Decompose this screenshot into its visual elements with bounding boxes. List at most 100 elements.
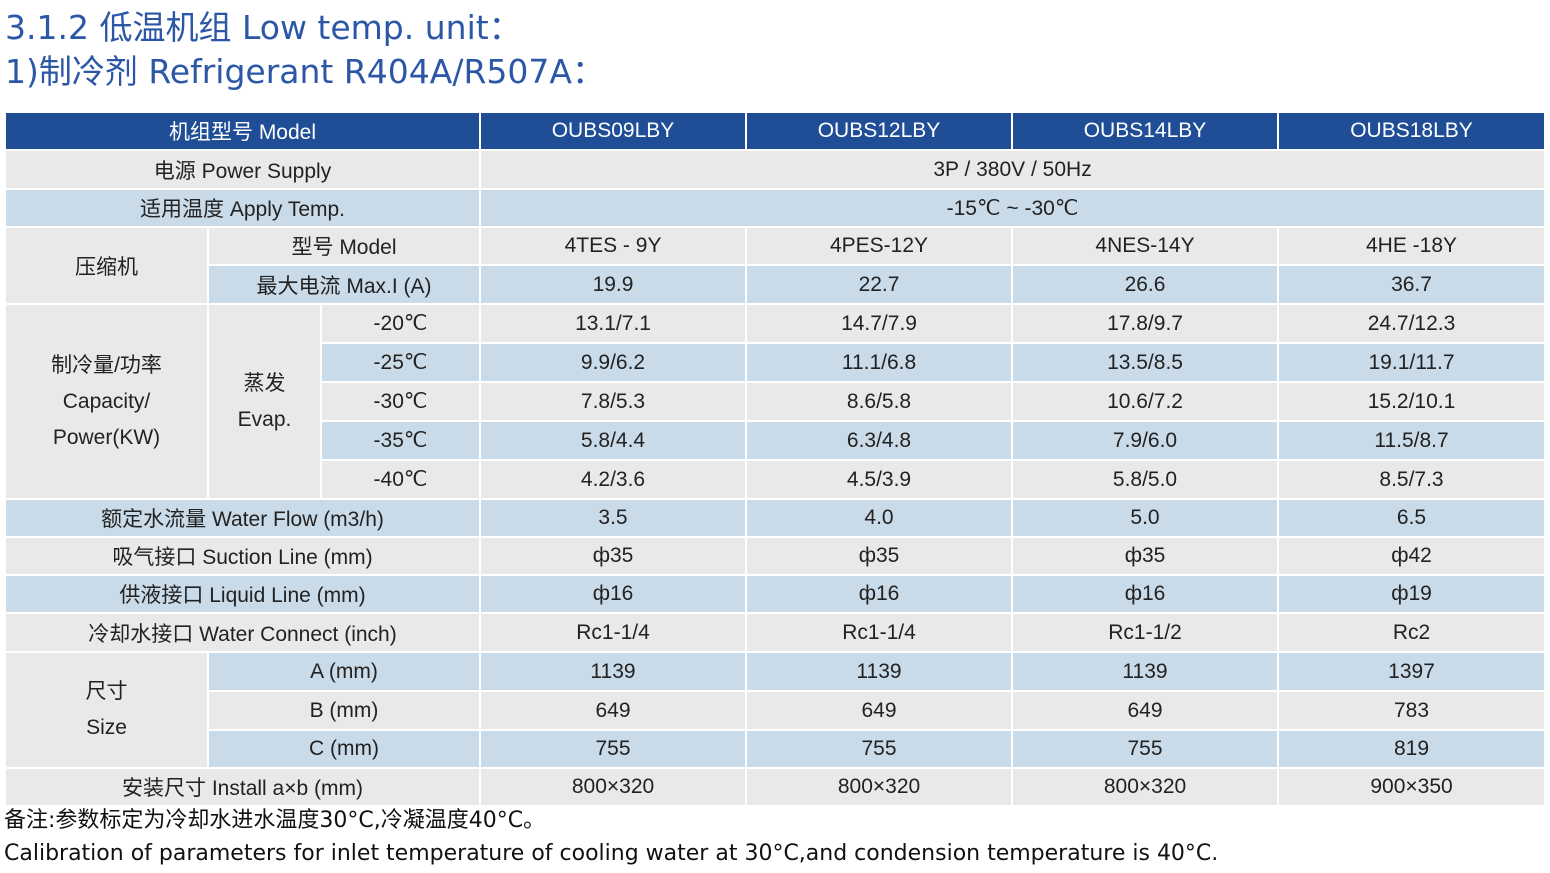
- table-cell: 755: [745, 729, 1014, 769]
- table-cell: ф35: [745, 536, 1014, 576]
- table-cell: 22.7: [745, 264, 1014, 305]
- model-column-header: OUBS14LBY: [1011, 111, 1280, 151]
- table-cell: 4.5/3.9: [745, 459, 1014, 500]
- table-cell: 4NES-14Y: [1011, 226, 1280, 266]
- table-cell: 900×350: [1277, 767, 1547, 807]
- power-supply-row: 电源 Power Supply 3P / 380V / 50Hz: [3, 149, 1547, 190]
- size-row: B (mm) 649 649 649 783: [5, 690, 1547, 731]
- evap-label-line: 蒸发: [243, 371, 286, 395]
- table-cell: 649: [1011, 690, 1280, 731]
- capacity-row: -35℃ 5.8/4.4 6.3/4.8 7.9/6.0 11.5/8.7: [5, 420, 1547, 461]
- compressor-label: 压缩机: [4, 226, 209, 305]
- suction-line-label: 吸气接口 Suction Line (mm): [3, 536, 482, 576]
- evap-temp: -30℃: [319, 381, 482, 422]
- table-cell: ф35: [1011, 536, 1280, 576]
- evap-temp: -20℃: [319, 303, 482, 344]
- table-cell: ф19: [1277, 574, 1547, 614]
- capacity-row: -25℃ 9.9/6.2 11.1/6.8 13.5/8.5 19.1/11.7: [5, 342, 1547, 383]
- capacity-label-line: Power(KW): [52, 425, 161, 449]
- size-label-line: Size: [86, 716, 127, 739]
- section-title: 3.1.2 低温机组 Low temp. unit：: [5, 8, 522, 47]
- capacity-row: -30℃ 7.8/5.3 8.6/5.8 10.6/7.2 15.2/10.1: [5, 381, 1547, 422]
- table-cell: 19.1/11.7: [1277, 342, 1547, 383]
- table-cell: 1397: [1277, 651, 1547, 692]
- capacity-label-line: 制冷量/功率: [51, 353, 162, 377]
- capacity-label: 制冷量/功率 Capacity/ Power(KW): [4, 303, 209, 500]
- table-cell: 783: [1277, 690, 1547, 731]
- size-dimension-label: C (mm): [206, 729, 482, 769]
- table-cell: 14.7/7.9: [745, 303, 1014, 344]
- table-cell: 17.8/9.7: [1011, 303, 1280, 344]
- evap-temp: -35℃: [319, 420, 482, 461]
- liquid-line-row: 供液接口 Liquid Line (mm) ф16 ф16 ф16 ф19: [3, 574, 1547, 614]
- table-cell: 4.0: [745, 498, 1014, 538]
- evap-temp: -25℃: [319, 342, 482, 383]
- table-cell: 755: [1011, 729, 1280, 769]
- table-cell: ф16: [1011, 574, 1280, 614]
- model-header: 机组型号 Model: [3, 111, 482, 151]
- apply-temp-row: 适用温度 Apply Temp. -15℃ ~ -30℃: [3, 188, 1547, 228]
- table-cell: 1139: [1011, 651, 1280, 692]
- table-cell: 13.1/7.1: [479, 303, 748, 344]
- table-cell: 13.5/8.5: [1011, 342, 1280, 383]
- water-flow-label: 额定水流量 Water Flow (m3/h): [3, 498, 482, 538]
- table-cell: 11.5/8.7: [1277, 420, 1547, 461]
- size-dimension-label: A (mm): [206, 651, 482, 692]
- size-row: C (mm) 755 755 755 819: [5, 729, 1547, 769]
- power-supply-label: 电源 Power Supply: [3, 149, 482, 190]
- capacity-row: 制冷量/功率 Capacity/ Power(KW) 蒸发 Evap. -20℃…: [4, 303, 1547, 500]
- size-label: 尺寸 Size: [4, 651, 209, 769]
- table-cell: 800×320: [745, 767, 1014, 807]
- table-cell: Rc1-1/4: [745, 612, 1014, 653]
- table-cell: 800×320: [479, 767, 748, 807]
- table-cell: 5.8/5.0: [1011, 459, 1280, 500]
- apply-temp-label: 适用温度 Apply Temp.: [3, 188, 482, 228]
- table-cell: 800×320: [1011, 767, 1280, 807]
- evap-label: 蒸发 Evap.: [207, 303, 322, 500]
- note-chinese: 备注:参数标定为冷却水进水温度30°C,冷凝温度40°C。: [4, 808, 546, 833]
- evap-label-line: Evap.: [237, 407, 292, 431]
- model-column-header: OUBS09LBY: [479, 111, 748, 151]
- table-cell: 8.5/7.3: [1277, 459, 1547, 500]
- table-cell: ф42: [1277, 536, 1547, 576]
- table-cell: 8.6/5.8: [745, 381, 1014, 422]
- header-row: 机组型号 Model OUBS09LBY OUBS12LBY OUBS14LBY…: [3, 111, 1547, 151]
- model-column-header: OUBS18LBY: [1277, 111, 1547, 151]
- size-dimension-label: B (mm): [206, 690, 482, 731]
- compressor-model-label: 型号 Model: [206, 226, 482, 266]
- evap-temp: -40℃: [319, 459, 482, 500]
- capacity-row: -40℃ 4.2/3.6 4.5/3.9 5.8/5.0 8.5/7.3: [5, 459, 1547, 500]
- capacity-label-line: Capacity/: [62, 389, 151, 413]
- table-cell: 755: [479, 729, 748, 769]
- table-cell: 26.6: [1011, 264, 1280, 305]
- table-cell: 819: [1277, 729, 1547, 769]
- size-row: 尺寸 Size A (mm) 1139 1139 1139 1397: [4, 651, 1547, 769]
- suction-line-row: 吸气接口 Suction Line (mm) ф35 ф35 ф35 ф42: [3, 536, 1547, 576]
- table-cell: 19.9: [479, 264, 748, 305]
- table-cell: 7.9/6.0: [1011, 420, 1280, 461]
- table-cell: 11.1/6.8: [745, 342, 1014, 383]
- table-cell: 6.5: [1277, 498, 1547, 538]
- table-cell: 1139: [479, 651, 748, 692]
- table-cell: Rc1-1/4: [479, 612, 748, 653]
- table-cell: 36.7: [1277, 264, 1547, 305]
- table-cell: 4PES-12Y: [745, 226, 1014, 266]
- liquid-line-label: 供液接口 Liquid Line (mm): [3, 574, 482, 614]
- table-cell: 649: [745, 690, 1014, 731]
- table-cell: 10.6/7.2: [1011, 381, 1280, 422]
- water-connect-label: 冷却水接口 Water Connect (inch): [3, 612, 482, 653]
- note-english: Calibration of parameters for inlet temp…: [4, 841, 1219, 866]
- install-label: 安装尺寸 Install a×b (mm): [3, 767, 482, 807]
- install-row: 安装尺寸 Install a×b (mm) 800×320 800×320 80…: [3, 767, 1547, 807]
- table-cell: 1139: [745, 651, 1014, 692]
- table-cell: 5.8/4.4: [479, 420, 748, 461]
- table-cell: 5.0: [1011, 498, 1280, 538]
- refrigerant-subtitle: 1)制冷剂 Refrigerant R404A/R507A：: [5, 52, 605, 91]
- model-column-header: OUBS12LBY: [745, 111, 1014, 151]
- table-cell: 4TES - 9Y: [479, 226, 748, 266]
- compressor-model-row: 压缩机 型号 Model 4TES - 9Y 4PES-12Y 4NES-14Y…: [4, 226, 1547, 305]
- table-cell: 4HE -18Y: [1277, 226, 1547, 266]
- table-cell: Rc2: [1277, 612, 1547, 653]
- table-cell: ф16: [745, 574, 1014, 614]
- table-cell: 9.9/6.2: [479, 342, 748, 383]
